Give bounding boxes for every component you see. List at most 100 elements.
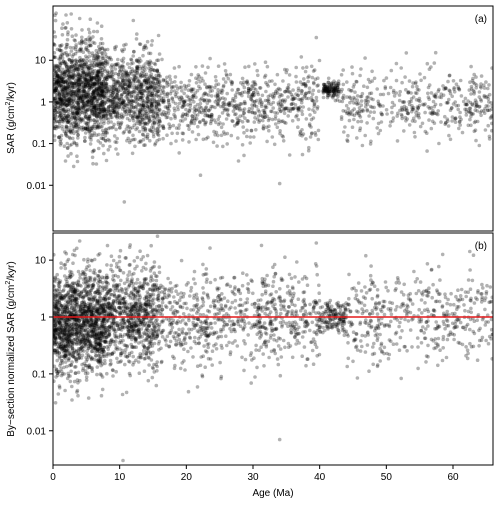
data-point	[139, 139, 143, 144]
data-point	[98, 277, 103, 281]
data-point	[59, 61, 64, 66]
data-point	[219, 133, 224, 138]
data-point	[82, 76, 86, 81]
data-point	[106, 137, 110, 142]
data-point	[236, 136, 240, 140]
data-point	[101, 113, 106, 118]
data-point	[60, 98, 64, 102]
data-point	[74, 129, 79, 134]
data-point	[71, 93, 75, 98]
y-tick-label: 0.1	[32, 139, 46, 150]
data-point	[90, 109, 94, 114]
data-point	[84, 64, 88, 69]
data-point	[70, 75, 74, 79]
data-point	[89, 76, 94, 80]
data-point	[104, 82, 109, 86]
data-point	[367, 114, 371, 118]
data-point	[133, 76, 137, 81]
data-point	[95, 75, 99, 80]
data-point	[255, 68, 259, 73]
data-point	[253, 110, 257, 115]
data-point	[64, 129, 69, 134]
data-point	[417, 88, 421, 92]
data-point	[126, 96, 130, 101]
data-point	[152, 89, 156, 93]
data-point	[67, 102, 71, 106]
data-point	[63, 102, 67, 106]
data-point	[79, 47, 84, 52]
data-point	[53, 82, 57, 86]
data-point	[59, 347, 64, 352]
data-point	[308, 135, 313, 139]
data-point	[85, 37, 89, 42]
data-point	[165, 75, 169, 80]
data-point	[73, 116, 78, 121]
data-point	[94, 114, 99, 118]
data-point	[60, 73, 64, 78]
data-point	[76, 85, 80, 89]
data-point	[79, 57, 84, 62]
data-point	[54, 63, 58, 68]
data-point	[84, 62, 89, 67]
data-point	[96, 50, 101, 55]
data-point	[452, 87, 456, 91]
data-point	[95, 81, 100, 85]
data-point	[66, 322, 71, 327]
data-point	[73, 67, 78, 71]
data-point	[55, 83, 59, 88]
data-point	[76, 88, 81, 92]
data-point	[352, 107, 357, 111]
data-point	[58, 114, 62, 119]
data-point	[116, 105, 121, 109]
data-point	[265, 64, 270, 69]
data-point	[81, 104, 85, 108]
data-point	[133, 137, 137, 142]
data-point	[122, 90, 126, 95]
data-point	[71, 90, 75, 94]
data-point	[105, 77, 109, 82]
data-point	[54, 71, 58, 75]
data-point	[151, 80, 155, 84]
data-point	[187, 140, 191, 144]
data-point	[120, 75, 124, 80]
data-point	[70, 54, 75, 59]
data-point	[105, 47, 110, 52]
data-point	[360, 108, 365, 112]
data-point	[64, 124, 69, 128]
data-point	[53, 81, 58, 85]
data-point	[354, 79, 359, 84]
data-point	[157, 52, 162, 56]
data-point	[85, 260, 90, 264]
data-point	[104, 109, 108, 113]
data-point	[101, 107, 105, 111]
data-point	[156, 94, 161, 99]
data-point	[131, 61, 135, 65]
data-point	[482, 111, 487, 115]
data-point	[104, 76, 108, 80]
data-point	[53, 97, 56, 101]
data-point	[67, 67, 71, 72]
data-point	[95, 86, 99, 91]
data-point	[55, 80, 59, 85]
data-point	[64, 64, 69, 68]
data-point	[92, 323, 96, 327]
data-point	[82, 99, 87, 103]
data-point	[439, 92, 444, 96]
data-point	[242, 153, 246, 158]
data-point	[214, 79, 218, 83]
data-point	[104, 116, 108, 121]
data-point	[96, 92, 101, 97]
data-point	[91, 96, 96, 100]
data-point	[263, 60, 268, 64]
data-point	[53, 55, 56, 59]
data-point	[235, 120, 240, 124]
data-point	[483, 128, 488, 132]
data-point	[141, 53, 145, 58]
data-point	[392, 94, 397, 98]
data-point	[68, 104, 73, 108]
data-point	[86, 66, 91, 71]
data-point	[147, 98, 152, 102]
data-point	[97, 64, 102, 68]
data-point	[102, 93, 107, 98]
data-point	[61, 101, 66, 106]
